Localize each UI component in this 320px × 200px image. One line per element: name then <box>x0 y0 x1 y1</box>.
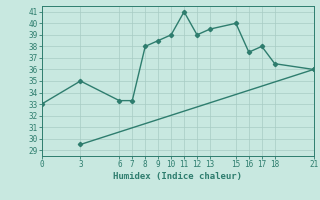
X-axis label: Humidex (Indice chaleur): Humidex (Indice chaleur) <box>113 172 242 181</box>
